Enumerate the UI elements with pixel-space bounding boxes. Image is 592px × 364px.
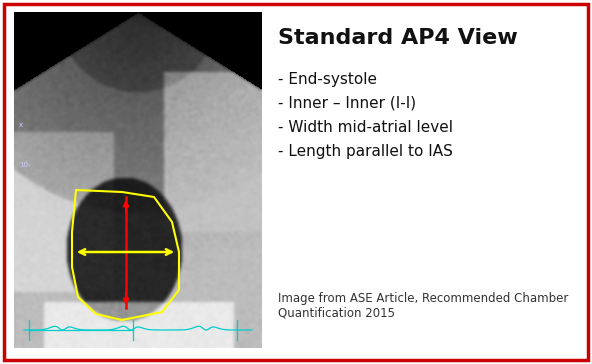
Text: - Width mid-atrial level: - Width mid-atrial level <box>278 120 453 135</box>
Text: Standard AP4 View: Standard AP4 View <box>278 28 518 48</box>
Text: - End-systole: - End-systole <box>278 72 377 87</box>
Text: Quantification 2015: Quantification 2015 <box>278 307 395 320</box>
Text: - Length parallel to IAS: - Length parallel to IAS <box>278 144 453 159</box>
Bar <box>14 12 262 348</box>
Text: Image from ASE Article, Recommended Chamber: Image from ASE Article, Recommended Cham… <box>278 292 568 305</box>
FancyBboxPatch shape <box>4 4 588 360</box>
Text: - Inner – Inner (I-I): - Inner – Inner (I-I) <box>278 96 416 111</box>
Text: x: x <box>19 122 23 128</box>
Text: 10-: 10- <box>19 162 31 168</box>
